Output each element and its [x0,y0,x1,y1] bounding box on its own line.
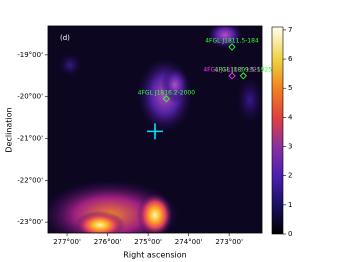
panel-label: (d) [60,34,70,42]
y-tick-label: -21°00' [17,134,43,142]
colorbar-tick-label: 1 [288,201,292,209]
source-marker [162,95,170,103]
x-tick-label: 276°00' [94,238,122,246]
source-label: 4FGL J1810.3-1925 [203,66,261,73]
x-axis-label: Right ascension [123,251,186,260]
y-tick-label: -22°00' [17,176,43,184]
y-tick-label: -19°00' [17,51,43,59]
colorbar-tick-label: 7 [288,26,292,34]
colorbar-tick-label: 4 [288,113,293,121]
colorbar-tick-label: 6 [288,55,293,63]
source-label: 4FGL J1811.5-184 [205,37,259,44]
source-label: 4FGL J1816.2-2000 [138,89,196,96]
x-tick-label: 274°00' [175,238,203,246]
y-axis-label: Declination [5,107,14,152]
sky-image [48,26,262,233]
axes-frame [47,25,263,234]
y-tick-label: -20°00' [17,93,43,101]
source-marker [228,43,236,51]
colorbar [271,26,284,235]
colorbar-tick-label: 3 [288,143,292,151]
source-label: 4FGL J1809.5-1925 [215,66,273,73]
colorbar-tick-label: 5 [288,84,292,92]
source-marker [228,72,236,80]
target-cross [147,123,163,140]
x-tick-label: 275°00' [134,238,162,246]
x-tick-label: 273°00' [215,238,243,246]
colorbar-tick-label: 2 [288,172,292,180]
y-tick-label: -23°00' [17,218,43,226]
source-marker [239,72,247,80]
colorbar-tick-label: 0 [288,230,292,238]
x-tick-label: 277°00' [53,238,81,246]
